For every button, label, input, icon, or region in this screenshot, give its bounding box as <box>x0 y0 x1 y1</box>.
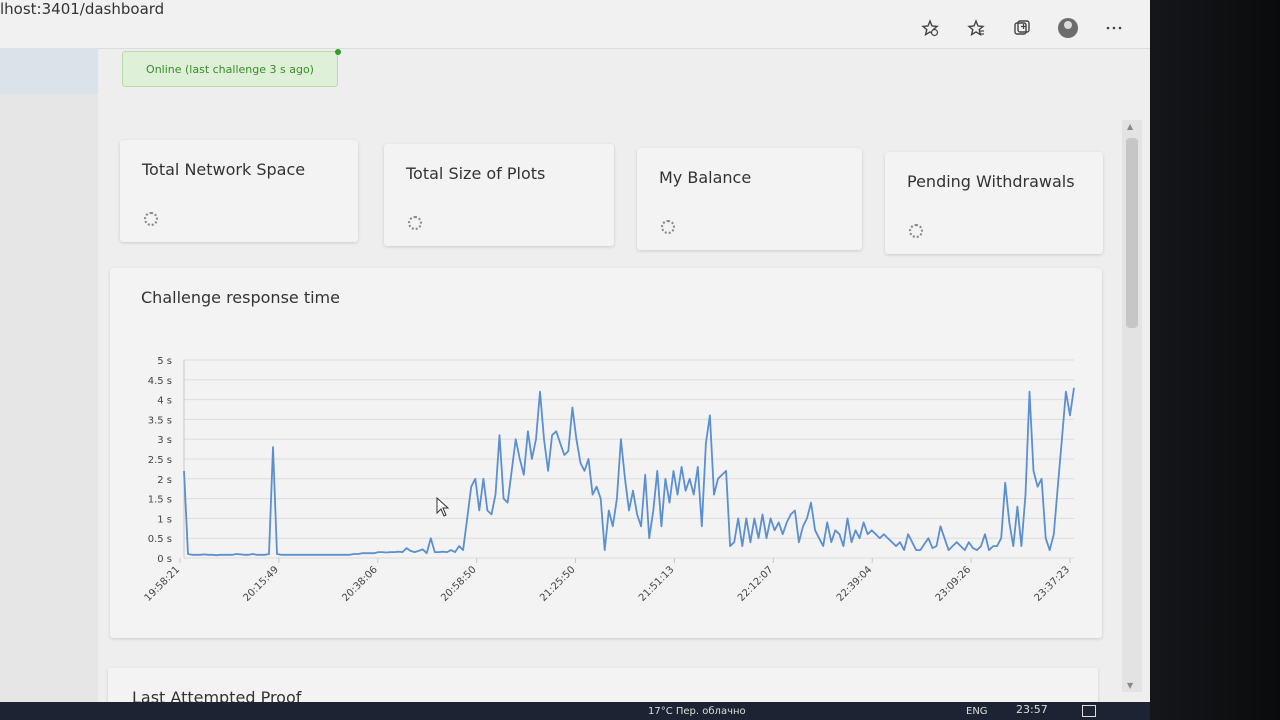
x-tick-label: 21:51:13 <box>637 564 677 604</box>
screen: lhost:3401/dashboard Online (last challe… <box>0 0 1150 720</box>
address-bar[interactable]: lhost:3401/dashboard <box>0 0 164 18</box>
y-tick-label: 3 s <box>157 435 172 446</box>
x-tick-label: 20:15:49 <box>241 564 281 604</box>
loading-spinner-icon <box>144 212 158 226</box>
response-time-line <box>184 388 1074 556</box>
profile-avatar-icon[interactable] <box>1058 18 1078 38</box>
scroll-down-icon[interactable]: ▼ <box>1127 681 1133 690</box>
status-badge: Online (last challenge 3 s ago) <box>122 51 338 87</box>
taskbar-language[interactable]: ENG <box>966 706 988 717</box>
y-tick-label: 5 s <box>157 356 172 367</box>
card-pending-withdrawals: Pending Withdrawals <box>885 152 1103 254</box>
taskbar-weather[interactable]: 17°C Пер. облачно <box>648 706 746 717</box>
scroll-thumb[interactable] <box>1126 138 1138 328</box>
x-tick-label: 23:37:23 <box>1033 564 1073 604</box>
scroll-up-icon[interactable]: ▲ <box>1127 122 1133 131</box>
sidebar <box>0 48 98 720</box>
y-tick-label: 1.5 s <box>148 495 172 506</box>
x-tick-label: 23:09:26 <box>934 564 974 604</box>
browser-toolbar-icons <box>920 18 1124 38</box>
x-tick-label: 21:25:50 <box>538 564 578 604</box>
notification-center-icon[interactable] <box>1082 705 1096 717</box>
x-tick-label: 19:58:21 <box>143 564 183 604</box>
add-favorite-icon[interactable] <box>920 18 940 38</box>
y-tick-label: 2.5 s <box>148 455 172 466</box>
challenge-response-chart: 0 s 0.5 s 1 s 1.5 s 2 s 2.5 s 3 s 3.5 s 4 s 4.5 s… <box>110 268 1102 638</box>
y-tick-label: 0 s <box>157 554 172 565</box>
card-title: My Balance <box>659 168 751 187</box>
favorites-icon[interactable] <box>966 18 986 38</box>
monitor-bezel <box>1150 0 1280 720</box>
card-title: Pending Withdrawals <box>907 172 1075 191</box>
x-tick-label: 22:12:07 <box>736 564 776 604</box>
y-tick-label: 4.5 s <box>148 376 172 387</box>
mouse-cursor-icon <box>436 497 450 517</box>
y-tick-label: 4 s <box>157 396 172 407</box>
sidebar-item-selected[interactable] <box>0 48 98 94</box>
online-indicator-icon <box>335 49 341 55</box>
page-scrollbar[interactable]: ▲ ▼ <box>1122 120 1142 692</box>
card-total-network-space: Total Network Space <box>120 140 358 242</box>
loading-spinner-icon <box>408 216 422 230</box>
browser-toolbar: lhost:3401/dashboard <box>0 0 1150 49</box>
card-my-balance: My Balance <box>637 148 862 250</box>
x-tick-label: 20:38:06 <box>340 564 380 604</box>
y-tick-label: 3.5 s <box>148 415 172 426</box>
taskbar-clock[interactable]: 23:57 <box>1016 703 1048 716</box>
y-tick-label: 1 s <box>157 514 172 525</box>
status-text: Online (last challenge 3 s ago) <box>146 63 314 76</box>
x-tick-label: 22:39:04 <box>835 564 875 604</box>
card-title: Total Network Space <box>142 160 305 179</box>
taskbar: 17°C Пер. облачно ENG 23:57 <box>0 702 1150 720</box>
card-title: Total Size of Plots <box>406 164 545 183</box>
collections-icon[interactable] <box>1012 18 1032 38</box>
y-tick-label: 0.5 s <box>148 534 172 545</box>
x-tick-label: 20:58:50 <box>439 564 479 604</box>
y-tick-label: 2 s <box>157 475 172 486</box>
loading-spinner-icon <box>909 224 923 238</box>
loading-spinner-icon <box>661 220 675 234</box>
more-options-icon[interactable] <box>1104 18 1124 38</box>
card-total-size-of-plots: Total Size of Plots <box>384 144 614 246</box>
